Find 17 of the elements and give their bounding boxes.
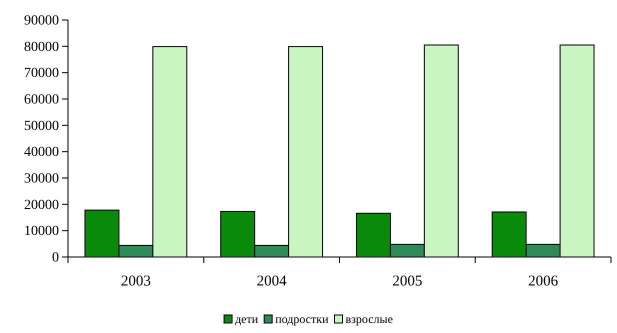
- x-tick-label: 2003: [120, 274, 151, 290]
- y-tick-label: 80000: [24, 40, 59, 55]
- y-tick-label: 50000: [24, 118, 59, 134]
- legend-label: дети: [235, 312, 259, 326]
- x-tick-label: 2005: [392, 274, 422, 290]
- y-tick-label: 60000: [24, 92, 59, 108]
- legend-label: взрослые: [346, 312, 393, 326]
- y-tick-label: 70000: [24, 66, 59, 82]
- y-tick-label: 40000: [24, 145, 59, 160]
- x-tick-label: 2006: [528, 274, 559, 290]
- x-tick-label: 2004: [256, 274, 288, 290]
- y-tick-label: 0: [52, 250, 59, 266]
- y-tick-label: 20000: [24, 198, 59, 213]
- y-tick-label: 10000: [24, 224, 59, 240]
- y-tick-label: 90000: [24, 13, 59, 28]
- y-tick-label: 30000: [24, 171, 59, 186]
- legend-label: подростки: [275, 312, 330, 326]
